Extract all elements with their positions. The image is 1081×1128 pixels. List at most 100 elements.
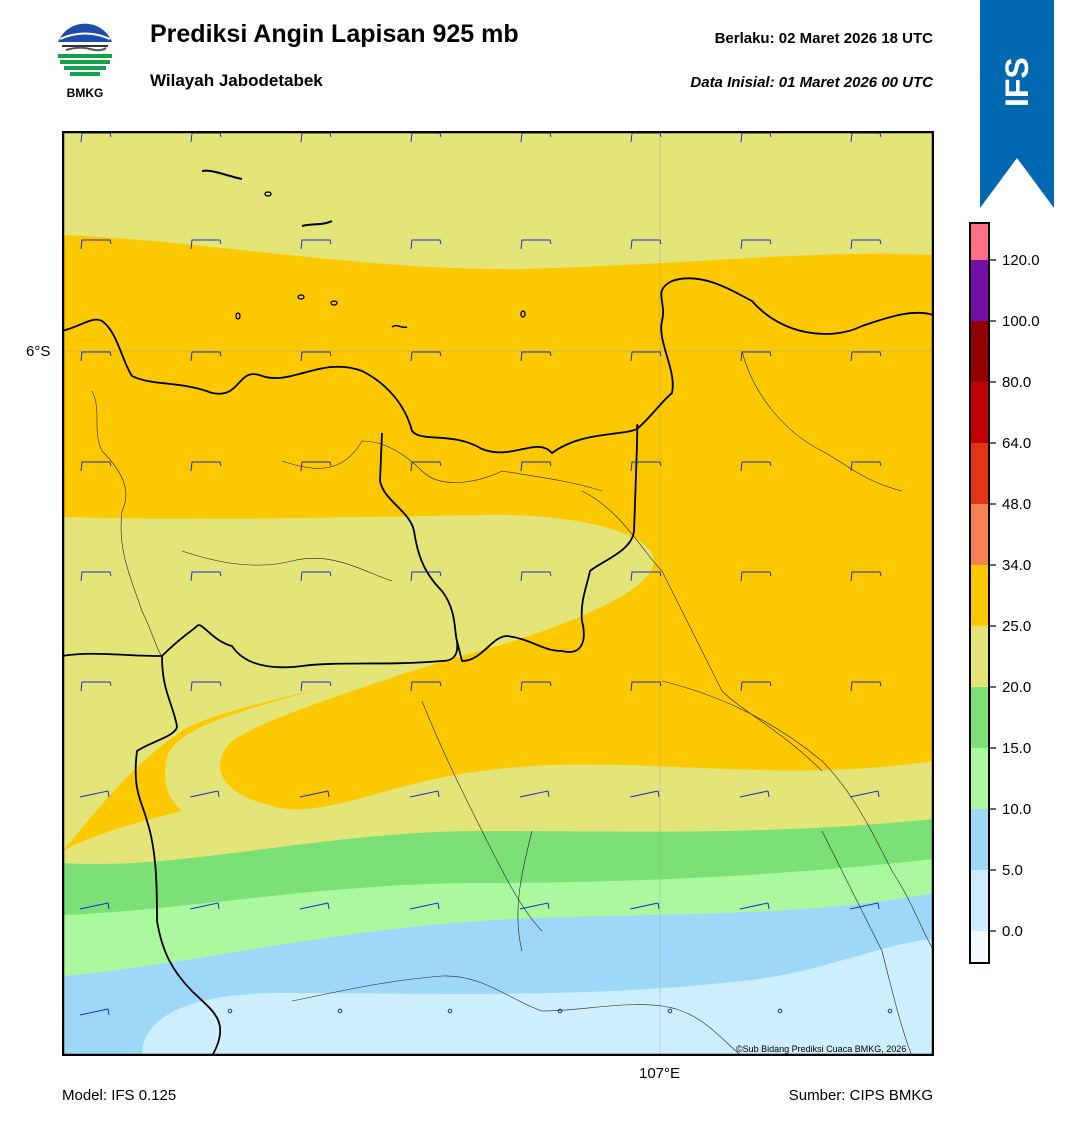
wind-barb (850, 571, 882, 582)
wind-barb (300, 681, 332, 692)
lat-tick-label: 6°S (26, 343, 51, 360)
colorbar-tick-label: 20.0 (1002, 679, 1031, 696)
island (330, 300, 338, 306)
colorbar-segment (970, 626, 989, 687)
wind-barb (850, 461, 882, 472)
colorbar-segment (970, 687, 989, 748)
colorbar: 0.0 5.0 10.0 15.0 20.0 25.0 34.0 48.0 64.0 80.0 10… (969, 222, 1040, 964)
wind-barb (630, 461, 662, 472)
province-border (379, 423, 639, 662)
band-20-25-middle (62, 514, 654, 851)
colorbar-segment (970, 809, 989, 870)
calm-wind-marker (777, 1008, 783, 1014)
wind-barb (80, 571, 112, 582)
init-time: Data Inisial: 01 Maret 2026 00 UTC (690, 74, 933, 91)
province-border (62, 624, 459, 669)
wind-barb (630, 681, 662, 692)
colorbar-segment (970, 443, 989, 504)
province-border (134, 655, 222, 1056)
colorbar-frame (969, 222, 990, 964)
wind-barb (190, 571, 222, 582)
colorbar-segment (970, 565, 989, 626)
island (301, 220, 333, 227)
wind-barb (520, 351, 552, 362)
wind-barb (190, 681, 222, 692)
wind-barb (189, 790, 220, 798)
wind-barb (850, 351, 882, 362)
wind-speed-map (62, 131, 934, 1056)
band-0-5 (142, 939, 934, 1056)
colorbar-tick-label: 25.0 (1002, 618, 1031, 635)
colorbar-tick-label: 10.0 (1002, 801, 1031, 818)
island (264, 191, 272, 197)
chart-subtitle: Wilayah Jabodetabek (150, 71, 323, 90)
coastline (62, 277, 934, 455)
wind-barb (80, 351, 112, 362)
wind-barb (190, 351, 222, 362)
bmkg-logo (56, 21, 114, 79)
wind-barb (519, 902, 550, 910)
island (391, 324, 408, 329)
calm-wind-marker (447, 1008, 453, 1014)
colorbar-segment (970, 382, 989, 443)
wind-barb (300, 239, 332, 250)
colorbar-segment (970, 260, 989, 321)
island (297, 294, 305, 300)
wind-barb (740, 461, 772, 472)
wind-barb (629, 790, 660, 798)
wind-barb (740, 681, 772, 692)
wind-barb (300, 351, 332, 362)
wind-barb (299, 790, 330, 798)
valid-time: Berlaku: 02 Maret 2026 18 UTC (714, 30, 933, 47)
island (235, 312, 241, 320)
wind-barb (740, 351, 772, 362)
chart-title: Prediksi Angin Lapisan 925 mb (150, 20, 519, 48)
wind-barb (79, 790, 110, 798)
wind-barb (410, 351, 442, 362)
model-info: Model: IFS 0.125 (62, 1087, 177, 1104)
wind-barb (79, 1008, 110, 1016)
wind-barb (190, 461, 222, 472)
calm-wind-marker (557, 1008, 563, 1014)
colorbar-tick-label: 34.0 (1002, 557, 1031, 574)
wind-barb (300, 461, 332, 472)
wind-barb (630, 571, 662, 582)
wind-barb (80, 461, 112, 472)
wind-barb (190, 239, 222, 250)
wind-barb (299, 902, 330, 910)
calm-wind-marker (667, 1008, 673, 1014)
colorbar-tick-label: 100.0 (1002, 313, 1040, 330)
wind-barb (520, 461, 552, 472)
calm-wind-marker (337, 1008, 343, 1014)
colorbar-segment (970, 748, 989, 809)
wind-barb (80, 681, 112, 692)
wind-barb (520, 239, 552, 250)
wind-barb (629, 902, 660, 910)
calm-wind-marker (887, 1008, 893, 1014)
ifs-badge-text: IFS (999, 57, 1035, 107)
colorbar-segment (970, 931, 989, 963)
island (520, 310, 526, 318)
colorbar-tick-label: 48.0 (1002, 496, 1031, 513)
colorbar-tick-label: 80.0 (1002, 374, 1031, 391)
wind-barb (520, 681, 552, 692)
wind-barb (740, 571, 772, 582)
wind-barb (850, 239, 882, 250)
wind-barb (740, 239, 772, 250)
wind-barb (630, 351, 662, 362)
wind-barb (630, 239, 662, 250)
wind-barb (520, 571, 552, 582)
wind-barb (739, 790, 770, 798)
colorbar-segment (970, 321, 989, 382)
logo-text: BMKG (66, 86, 104, 100)
wind-barb (849, 902, 880, 910)
wind-barb (849, 790, 880, 798)
wind-barb (850, 681, 882, 692)
calm-wind-marker (227, 1008, 233, 1014)
lon-tick-label: 107°E (639, 1065, 681, 1082)
wind-barb (410, 461, 442, 472)
wind-barb (409, 790, 440, 798)
regency-boundaries (91, 350, 934, 1056)
wind-barb (80, 239, 112, 250)
colorbar-segment (970, 223, 989, 260)
